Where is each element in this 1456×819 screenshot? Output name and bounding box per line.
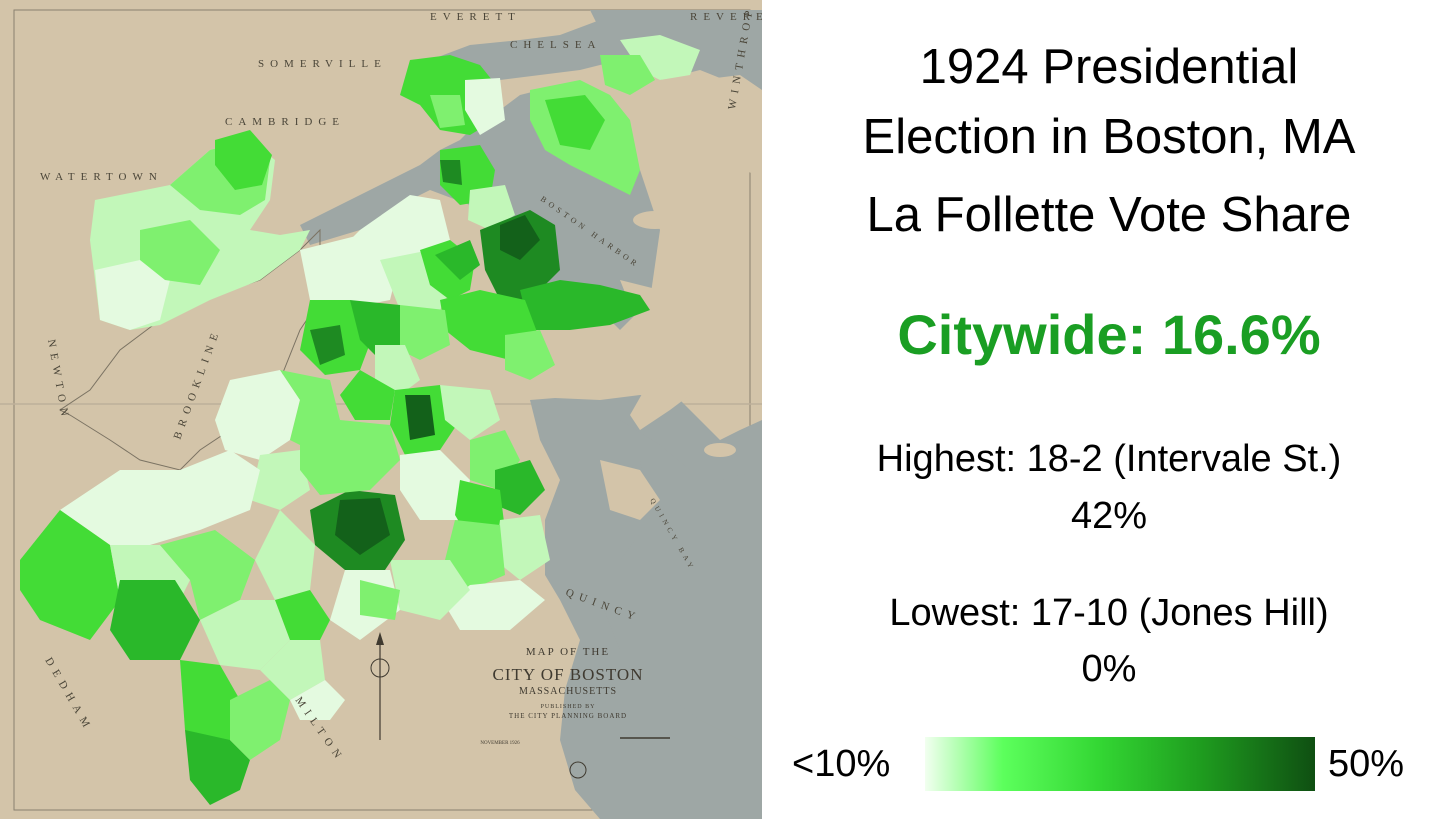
precinct [495,460,545,515]
precinct [185,730,250,805]
info-panel: 1924 Presidential Election in Boston, MA… [762,0,1456,819]
label-somerville: SOMERVILLE [258,58,387,70]
cartouche-line2: CITY OF BOSTON [493,665,644,684]
precinct [430,95,465,128]
citywide-share: Citywide: 16.6% [897,303,1321,366]
label-newton: NEWTON [45,338,71,422]
precinct [400,450,470,520]
precinct [275,590,330,640]
precinct [495,515,550,580]
highest-precinct-label: Highest: 18-2 (Intervale St.) [876,438,1342,480]
precinct [375,345,420,395]
winthrop-land [700,75,762,180]
title-line-2: Election in Boston, MA [862,110,1356,164]
boston-map: EVERETT REVERE CHELSEA SOMERVILLE CAMBRI… [0,0,762,819]
precinct [390,560,470,620]
label-watertown: WATERTOWN [40,171,163,183]
title-line-1: 1924 Presidential [919,40,1299,94]
precinct [600,55,655,95]
precinct [60,450,260,545]
precinct [110,580,200,660]
mystic-river [430,20,660,80]
precinct [360,580,400,620]
lowest-precinct-label: Lowest: 17-10 (Jones Hill) [889,592,1329,634]
squantum [600,460,660,520]
title-line-3: La Follette Vote Share [866,188,1352,242]
precinct [95,260,170,330]
precinct [140,220,220,285]
label-dedham: DEDHAM [42,656,95,735]
precinct [160,530,255,620]
precinct [215,370,300,460]
precinct [310,325,345,365]
legend-max-label: 50% [1328,743,1405,785]
precinct [290,680,345,720]
label-cambridge: CAMBRIDGE [225,116,345,128]
precinct [260,640,325,700]
cartouche-line4: PUBLISHED BY [541,704,596,710]
precinct [435,240,480,280]
map-canvas [0,9,762,819]
cartouche-line3: MASSACHUSETTS [519,686,617,697]
label-quincy-bay: QUINCY BAY [648,497,696,573]
spectacle-island [704,342,736,358]
copyright-seal-icon [569,761,587,779]
lowest-precinct-value: 0% [1081,648,1137,690]
label-milton: MILTON [293,695,347,765]
label-chelsea: CHELSEA [510,39,602,51]
precinct [300,420,400,495]
label-boston-harbor: BOSTON HARBOR [539,194,642,270]
precinct [200,600,290,670]
precinct [468,185,515,230]
south-bay-water [540,400,762,740]
precinct [520,280,650,330]
precinct [215,130,272,190]
label-brookline: BROOKLINE [172,326,223,441]
map-frame [13,9,751,811]
cartouche-line5: THE CITY PLANNING BOARD [509,712,627,720]
map-labels-layer: EVERETT REVERE CHELSEA SOMERVILLE CAMBRI… [40,4,762,779]
precinct [405,395,435,440]
cartouche-line1: MAP OF THE [526,646,610,658]
precinct [255,510,315,600]
precinct [400,305,450,360]
precinct [300,235,400,310]
precinct [545,95,605,150]
map-cartouche: MAP OF THE CITY OF BOSTON MASSACHUSETTS … [480,646,670,779]
governors-island [633,211,677,229]
highest-precinct-value: 42% [1070,495,1148,537]
precinct [500,215,540,260]
label-quincy: QUINCY [564,587,642,625]
thompson-island [630,375,690,430]
moon-island [704,443,736,457]
precinct [20,510,120,640]
precinct [335,498,390,555]
precinct [505,330,555,380]
legend-color-bar [925,737,1315,791]
precinct [440,385,500,440]
legend-min-label: <10% [792,743,891,785]
precinct [250,450,310,510]
label-revere: REVERE [690,11,762,23]
cartouche-date: NOVEMBER 1926 [480,741,520,746]
precinct [465,78,505,135]
precinct [440,160,462,185]
precinct [445,520,505,590]
precinct [340,370,395,420]
label-everett: EVERETT [430,11,521,23]
precinct [230,680,290,760]
bird-island [702,195,718,205]
north-arrow-icon [370,632,390,740]
precinct [445,580,545,630]
